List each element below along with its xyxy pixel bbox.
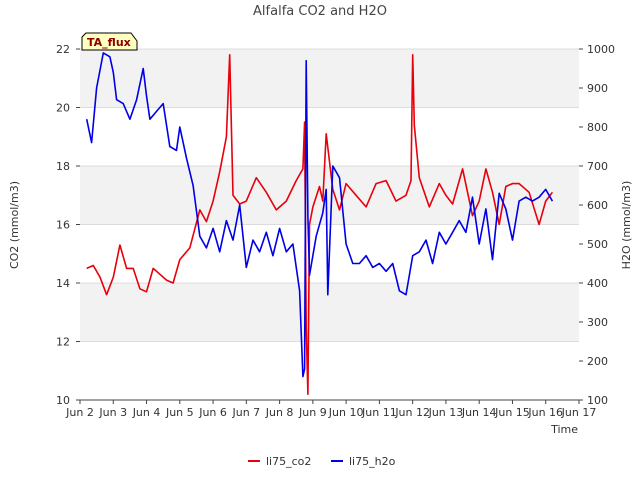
x-tick-label: Jun 14 — [461, 406, 497, 419]
y-left-axis-title: CO2 (mmol/m3) — [8, 181, 21, 269]
x-tick-label: Jun 4 — [132, 406, 161, 419]
x-tick-label: Jun 6 — [198, 406, 227, 419]
legend-label-li75_h2o: li75_h2o — [349, 455, 396, 468]
x-tick-label: Jun 13 — [428, 406, 464, 419]
axes — [76, 48, 583, 404]
chart-title: Alfalfa CO2 and H2O — [253, 4, 387, 19]
y-right-tick-label: 800 — [587, 121, 608, 134]
series-line-li75_h2o — [85, 52, 554, 378]
y-right-tick-label: 700 — [587, 160, 608, 173]
x-tick-label: Jun 7 — [231, 406, 260, 419]
y-right-tick-label: 500 — [587, 238, 608, 251]
plot-band — [80, 49, 579, 108]
x-tick-label: Jun 8 — [265, 406, 294, 419]
y-right-tick-label: 400 — [587, 277, 608, 290]
x-tick-label: Jun 17 — [561, 406, 597, 419]
y-left-tick-labels: 10 12 14 16 18 20 22 — [56, 43, 70, 407]
y-right-tick-label: 300 — [587, 316, 608, 329]
y-right-tick-label: 200 — [587, 355, 608, 368]
x-tick-label: Jun 10 — [328, 406, 364, 419]
x-tick-label: Jun 16 — [527, 406, 563, 419]
y-left-tick-label: 16 — [56, 219, 70, 232]
y-left-tick-label: 18 — [56, 160, 70, 173]
y-right-tick-label: 600 — [587, 199, 608, 212]
x-tick-label: Jun 2 — [65, 406, 94, 419]
series-line-li75_co2 — [86, 53, 554, 396]
x-tick-label: Jun 15 — [494, 406, 530, 419]
badge-label: TA_flux — [87, 36, 131, 49]
y-right-axis-title: H2O (mmol/m3) — [620, 181, 633, 270]
legend-label-li75_co2: li75_co2 — [266, 455, 311, 468]
y-left-tick-label: 14 — [56, 277, 70, 290]
y-right-tick-labels: 100 200 300 400 500 600 700 800 900 1000 — [587, 43, 615, 407]
y-left-tick-label: 12 — [56, 336, 70, 349]
x-tick-label: Jun 11 — [361, 406, 397, 419]
y-right-tick-label: 100 — [587, 394, 608, 407]
y-right-tick-label: 1000 — [587, 43, 615, 56]
x-tick-label: Jun 5 — [165, 406, 194, 419]
plot-band — [80, 166, 579, 225]
y-right-tick-label: 900 — [587, 82, 608, 95]
plot-band — [80, 283, 579, 342]
x-tick-label: Jun 9 — [298, 406, 327, 419]
badge-shape — [81, 32, 138, 51]
series-layer — [85, 52, 554, 396]
legend: li75_co2 li75_h2o — [248, 455, 396, 468]
ta-flux-badge: TA_flux — [81, 32, 138, 51]
y-left-tick-label: 10 — [56, 394, 70, 407]
x-tick-label: Jun 12 — [394, 406, 430, 419]
x-tick-label: Jun 3 — [98, 406, 127, 419]
y-left-tick-label: 20 — [56, 102, 70, 115]
plot-band — [80, 341, 579, 400]
x-tick-labels: Jun 2 Jun 3 Jun 4 Jun 5 Jun 6 Jun 7 Jun 8 Jun 9… — [65, 406, 596, 419]
x-axis-title: Time — [550, 423, 578, 436]
y-left-tick-label: 22 — [56, 43, 70, 56]
